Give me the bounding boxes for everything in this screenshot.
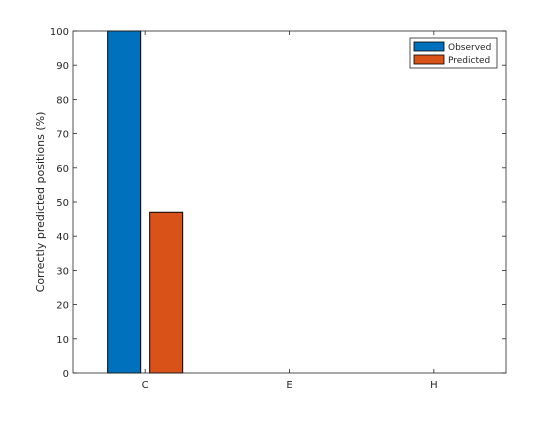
x-tick-label: H — [430, 380, 438, 391]
bar-predicted-c — [149, 211, 184, 374]
bars-layer — [107, 30, 184, 374]
y-tick-label: 10 — [56, 335, 69, 346]
bar-observed-c — [107, 30, 142, 374]
legend-label-observed: Observed — [448, 43, 491, 53]
y-tick-label: 40 — [56, 232, 69, 243]
y-tick-label: 100 — [50, 27, 69, 38]
legend-swatch-predicted — [413, 54, 445, 65]
y-tick-label: 20 — [56, 301, 69, 312]
x-tick-label: E — [286, 380, 292, 391]
y-tick-label: 90 — [56, 61, 69, 72]
y-tick-label: 60 — [56, 164, 69, 175]
y-tick-label: 30 — [56, 266, 69, 277]
y-tick-label: 0 — [63, 369, 69, 380]
ticks-layer: 0 10 20 30 40 50 60 70 80 90 100 C E H — [50, 27, 506, 391]
y-axis-label: Correctly predicted positions (%) — [34, 112, 47, 293]
y-tick-label: 50 — [56, 198, 69, 209]
legend: Observed Predicted — [409, 37, 498, 69]
legend-swatch-observed — [413, 41, 445, 52]
y-tick-label: 70 — [56, 130, 69, 141]
y-tick-label: 80 — [56, 95, 69, 106]
legend-label-predicted: Predicted — [448, 56, 490, 66]
x-tick-label: C — [142, 380, 149, 391]
